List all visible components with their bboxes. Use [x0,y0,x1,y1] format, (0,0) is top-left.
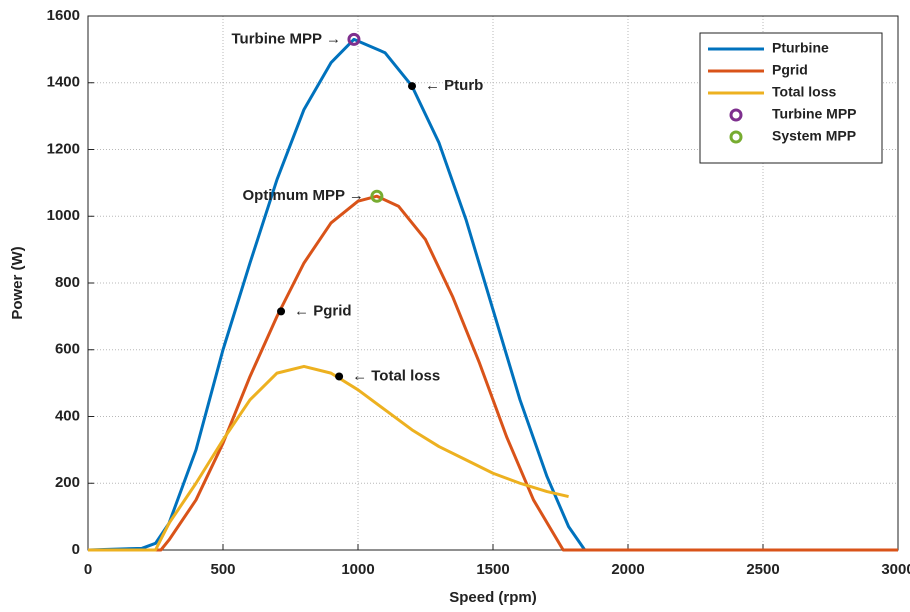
series-line [87,37,898,552]
annotation: ← Pgrid [294,302,352,319]
legend-label: Pgrid [772,62,808,78]
legend-label: Turbine MPP [772,106,857,122]
series-line [88,194,898,552]
y-tick-label: 1400 [47,74,80,91]
annotation: ← Total loss [352,367,440,384]
annotation: ← Pturb [425,77,483,94]
y-tick-label: 1000 [47,207,80,224]
legend-swatch [729,130,743,144]
annotation-dot [408,82,416,91]
legend-label: System MPP [772,128,856,144]
annotation-dot [335,372,344,381]
x-tick-label: 2000 [611,561,644,578]
x-tick-label: 3000 [881,561,910,578]
x-tick-label: 500 [210,561,235,578]
legend-swatch [729,108,743,122]
y-tick-label: 800 [55,274,80,291]
series-line [88,364,569,552]
x-tick-label: 1000 [341,561,374,578]
legend-label: Total loss [772,84,837,100]
y-axis-label: Power (W) [9,246,26,319]
x-tick-label: 0 [84,561,92,578]
y-tick-label: 400 [55,407,80,424]
annotation: Turbine MPP → [231,30,340,47]
y-tick-label: 0 [72,541,80,558]
y-tick-label: 600 [55,341,80,358]
x-tick-label: 2500 [746,561,779,578]
x-tick-label: 1500 [476,561,509,578]
y-tick-label: 1200 [47,140,80,157]
annotation: Optimum MPP → [242,187,363,204]
mpp-marker [370,189,384,203]
annotation-dot [277,307,286,316]
x-axis-label: Speed (rpm) [449,589,537,606]
y-tick-label: 1600 [47,7,80,24]
legend-box [699,32,883,164]
y-tick-label: 200 [55,474,80,491]
mpp-marker [347,32,361,46]
plot-frame [87,15,899,551]
legend-label: Pturbine [772,40,829,56]
